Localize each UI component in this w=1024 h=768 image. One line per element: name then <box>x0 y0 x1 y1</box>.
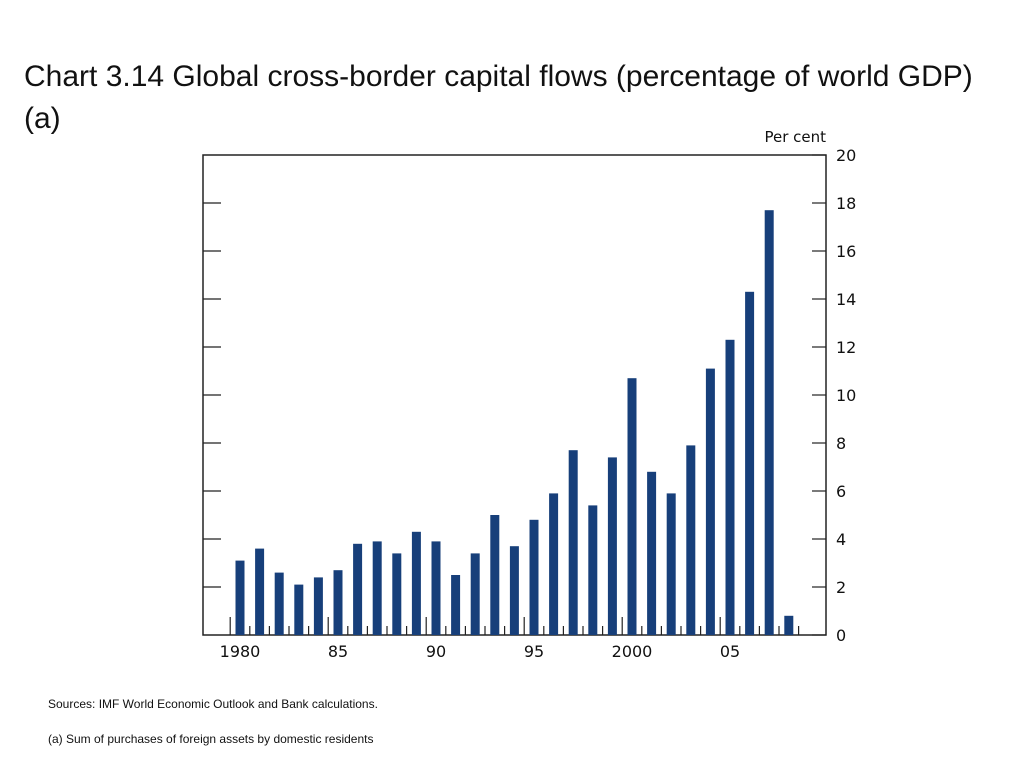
bar-1994 <box>509 546 519 635</box>
y-tick-label: 20 <box>836 146 856 165</box>
bar-2008 <box>784 615 794 635</box>
y-tick-label: 4 <box>836 530 846 549</box>
bar-1997 <box>568 450 578 635</box>
bar-1990 <box>431 541 441 635</box>
bar-1991 <box>451 575 461 635</box>
bar-1992 <box>470 553 480 635</box>
bar-1980 <box>235 560 245 635</box>
bar-1983 <box>294 584 304 635</box>
bar-chart: Per cent 0 2 4 6 8 10 12 14 16 18 20 1980 85 90 95 200… <box>202 128 856 661</box>
x-axis: 1980 85 90 95 2000 05 <box>220 617 800 661</box>
bar-1981 <box>255 548 265 635</box>
bar-1986 <box>353 543 363 635</box>
bar-1998 <box>588 505 598 635</box>
bar-2001 <box>647 471 657 635</box>
bar-2002 <box>666 493 676 635</box>
bar-1989 <box>411 531 421 635</box>
bar-1984 <box>313 577 323 635</box>
bar-series <box>235 210 794 635</box>
y-tick-label: 10 <box>836 386 856 405</box>
bar-1988 <box>392 553 402 635</box>
sources-note: Sources: IMF World Economic Outlook and … <box>48 697 378 711</box>
y-axis-unit-label: Per cent <box>764 128 826 146</box>
y-tick-label: 14 <box>836 290 856 309</box>
y-tick-label: 6 <box>836 482 846 501</box>
y-tick-label: 2 <box>836 578 846 597</box>
x-tick-label: 1980 <box>220 642 261 661</box>
x-tick-label: 85 <box>328 642 348 661</box>
footnote: (a) Sum of purchases of foreign assets b… <box>48 732 374 746</box>
bar-1993 <box>490 515 500 635</box>
x-tick-label: 95 <box>524 642 544 661</box>
x-tick-label: 05 <box>720 642 740 661</box>
x-tick-label: 90 <box>426 642 446 661</box>
chart-title: Chart 3.14 Global cross-border capital f… <box>24 60 973 135</box>
y-tick-label: 16 <box>836 242 856 261</box>
bar-2006 <box>745 291 755 635</box>
bar-1982 <box>274 572 284 635</box>
bar-2007 <box>764 210 774 635</box>
y-axis: 0 2 4 6 8 10 12 14 16 18 20 <box>203 146 856 645</box>
bar-1987 <box>372 541 382 635</box>
y-tick-label: 18 <box>836 194 856 213</box>
y-tick-label: 0 <box>836 626 846 645</box>
bar-2004 <box>705 368 715 635</box>
x-tick-label: 2000 <box>612 642 653 661</box>
bar-2005 <box>725 339 735 635</box>
bar-1995 <box>529 519 539 635</box>
bar-1999 <box>607 457 617 635</box>
bar-2000 <box>627 378 637 635</box>
bar-1996 <box>549 493 559 635</box>
y-tick-label: 12 <box>836 338 856 357</box>
y-tick-label: 8 <box>836 434 846 453</box>
bar-1985 <box>333 570 343 635</box>
bar-2003 <box>686 445 696 635</box>
